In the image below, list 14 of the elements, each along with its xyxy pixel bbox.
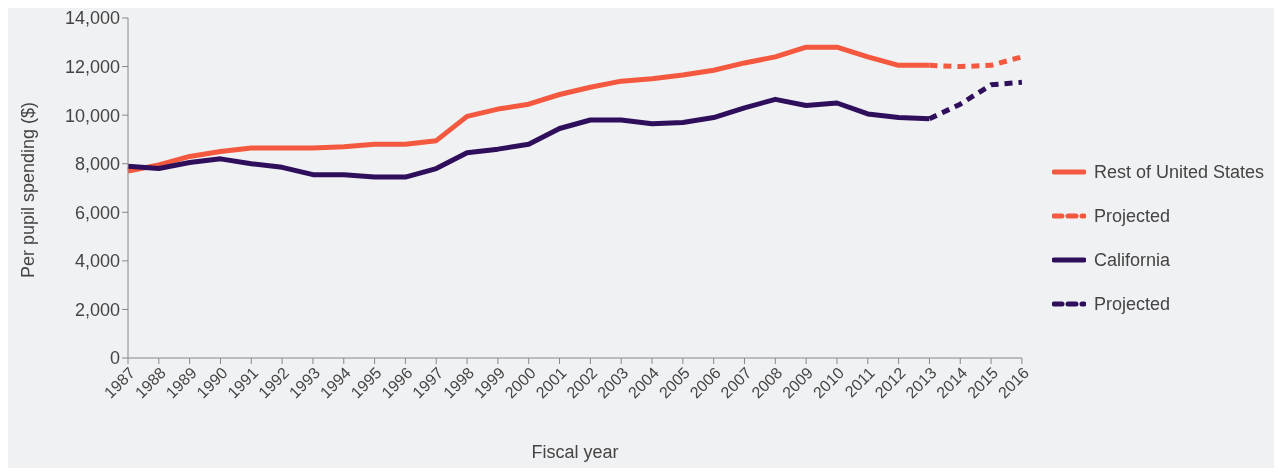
y-tick-label: 10,000 <box>64 105 120 126</box>
y-tick-label: 14,000 <box>64 8 120 29</box>
y-tick-label: 0 <box>109 348 120 369</box>
y-tick-label: 2,000 <box>74 299 120 320</box>
y-tick-label: 12,000 <box>64 56 120 77</box>
y-tick-label: 4,000 <box>74 251 120 272</box>
legend-label: Projected <box>1093 205 1170 227</box>
legend-label: Rest of United States <box>1093 161 1264 183</box>
y-axis-title: Per pupil spending ($) <box>18 101 39 278</box>
y-tick-label: 6,000 <box>74 202 120 223</box>
legend-label: California <box>1093 249 1170 271</box>
legend-label: Projected <box>1093 293 1170 315</box>
y-tick-label: 8,000 <box>74 154 120 175</box>
x-axis-title: Fiscal year <box>531 442 619 462</box>
